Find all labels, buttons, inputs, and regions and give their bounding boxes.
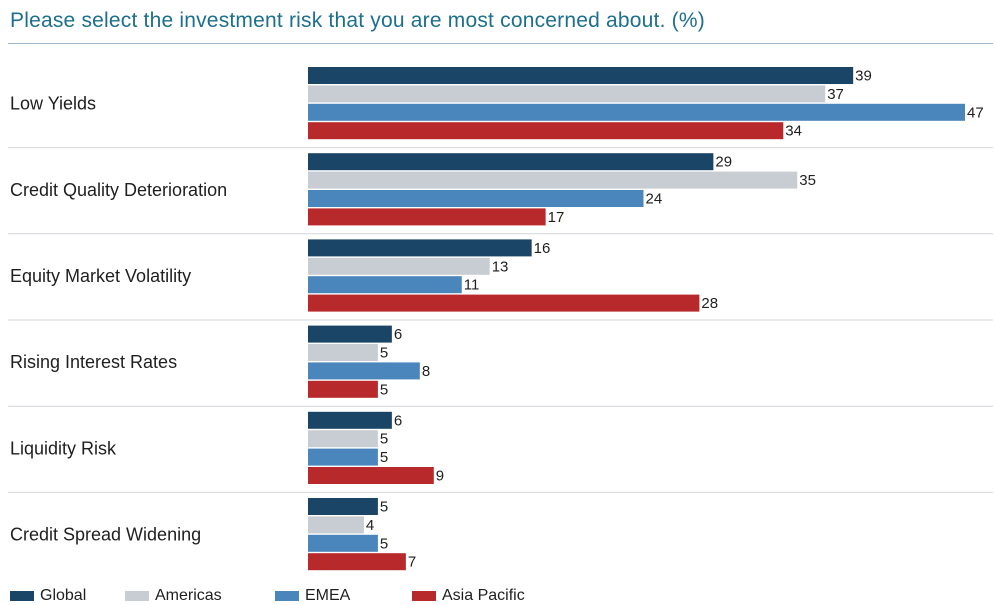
bar-liquidity-risk-global — [308, 411, 392, 429]
bar-liquidity-risk-asia-pacific — [308, 467, 434, 484]
bar-equity-market-volatility-americas — [308, 257, 490, 275]
value-label-liquidity-risk-americas: 5 — [380, 431, 388, 448]
title-divider — [8, 43, 993, 44]
category-label-equity-market-volatility: Equity Market Volatility — [10, 266, 191, 286]
bar-credit-quality-deterioration-asia-pacific — [308, 208, 546, 226]
legend: Global Americas EMEA Asia Pacific — [10, 586, 525, 605]
value-label-low-yields-global: 39 — [855, 67, 872, 84]
bar-rising-interest-rates-asia-pacific — [308, 380, 378, 398]
legend-swatch-emea — [275, 590, 299, 601]
category-label-low-yields: Low Yields — [10, 94, 96, 114]
legend-label-emea: EMEA — [305, 586, 351, 604]
value-label-credit-quality-deterioration-emea: 24 — [645, 190, 662, 207]
legend-item-global: Global — [10, 587, 125, 605]
legend-label-asia-pacific: Asia Pacific — [442, 586, 525, 604]
value-label-rising-interest-rates-asia-pacific: 5 — [380, 381, 388, 398]
legend-swatch-americas — [125, 590, 149, 601]
bar-equity-market-volatility-asia-pacific — [308, 294, 700, 312]
value-label-rising-interest-rates-emea: 8 — [422, 363, 430, 380]
category-label-rising-interest-rates: Rising Interest Rates — [10, 352, 177, 372]
value-label-credit-spread-widening-emea: 5 — [380, 535, 388, 552]
value-label-credit-quality-deterioration-americas: 35 — [799, 172, 816, 189]
legend-item-asia-pacific: Asia Pacific — [412, 587, 525, 605]
bar-low-yields-asia-pacific — [308, 122, 784, 140]
bar-credit-spread-widening-asia-pacific — [308, 553, 406, 571]
legend-item-americas: Americas — [125, 587, 275, 605]
bar-equity-market-volatility-emea — [308, 276, 462, 294]
value-label-liquidity-risk-asia-pacific: 9 — [436, 467, 444, 484]
value-label-equity-market-volatility-global: 16 — [534, 240, 551, 257]
bar-rising-interest-rates-global — [308, 325, 392, 343]
bar-rising-interest-rates-emea — [308, 362, 420, 380]
bar-credit-quality-deterioration-global — [308, 153, 714, 171]
category-label-credit-spread-widening: Credit Spread Widening — [10, 525, 201, 545]
bar-low-yields-global — [308, 67, 854, 84]
value-label-credit-spread-widening-global: 5 — [380, 498, 388, 515]
legend-label-americas: Americas — [155, 586, 222, 604]
bar-equity-market-volatility-global — [308, 239, 532, 257]
value-label-liquidity-risk-emea: 5 — [380, 449, 388, 466]
value-label-equity-market-volatility-asia-pacific: 28 — [701, 295, 718, 312]
legend-item-emea: EMEA — [275, 587, 412, 605]
legend-swatch-global — [10, 590, 34, 601]
value-label-low-yields-asia-pacific: 34 — [785, 123, 802, 140]
value-label-low-yields-americas: 37 — [827, 86, 844, 103]
bar-credit-quality-deterioration-emea — [308, 190, 644, 207]
chart-title: Please select the investment risk that y… — [10, 9, 705, 32]
value-label-credit-quality-deterioration-global: 29 — [715, 154, 732, 171]
value-label-rising-interest-rates-global: 6 — [394, 326, 402, 343]
bar-credit-spread-widening-americas — [308, 516, 364, 534]
legend-label-global: Global — [40, 586, 87, 604]
value-label-equity-market-volatility-americas: 13 — [492, 258, 509, 275]
bar-rising-interest-rates-americas — [308, 344, 378, 361]
bar-liquidity-risk-americas — [308, 430, 378, 448]
category-label-credit-quality-deterioration: Credit Quality Deterioration — [10, 180, 227, 200]
legend-swatch-asia-pacific — [412, 590, 436, 601]
bar-credit-spread-widening-emea — [308, 534, 378, 552]
bar-low-yields-emea — [308, 103, 965, 121]
category-label-liquidity-risk: Liquidity Risk — [10, 438, 117, 458]
value-label-liquidity-risk-global: 6 — [394, 412, 402, 429]
value-label-credit-spread-widening-americas: 4 — [366, 517, 374, 534]
value-label-rising-interest-rates-americas: 5 — [380, 344, 388, 361]
bar-credit-spread-widening-global — [308, 498, 378, 515]
value-label-equity-market-volatility-emea: 11 — [464, 277, 480, 294]
value-label-credit-spread-widening-asia-pacific: 7 — [408, 554, 416, 571]
bar-liquidity-risk-emea — [308, 448, 378, 466]
bar-low-yields-americas — [308, 85, 826, 103]
bar-credit-quality-deterioration-americas — [308, 171, 798, 189]
value-label-low-yields-emea: 47 — [967, 104, 984, 121]
value-label-credit-quality-deterioration-asia-pacific: 17 — [548, 209, 565, 226]
